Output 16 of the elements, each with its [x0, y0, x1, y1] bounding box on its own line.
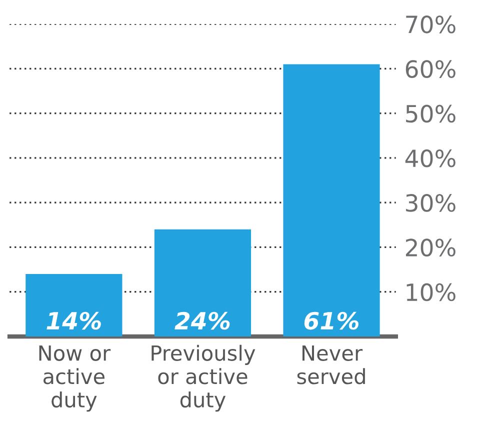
data-label: 14%	[46, 312, 101, 330]
y-tick-label: 70%	[406, 15, 456, 34]
x-tick-label: Never served	[297, 345, 365, 384]
y-tick-label: 40%	[405, 149, 456, 168]
data-label: 61%	[304, 312, 358, 330]
bar	[283, 64, 380, 336]
y-tick-label: 30%	[406, 194, 456, 212]
bar	[154, 229, 252, 336]
y-tick-label: 20%	[406, 238, 456, 257]
bar	[26, 274, 122, 336]
x-tick-label: Previously or active duty	[152, 344, 256, 412]
y-tick-label: 60%	[406, 60, 456, 78]
y-tick-label: 50%	[406, 104, 456, 123]
data-label: 24%	[174, 312, 230, 330]
y-tick-label: 10%	[406, 283, 456, 302]
x-tick-label: Now or active duty	[39, 345, 111, 412]
